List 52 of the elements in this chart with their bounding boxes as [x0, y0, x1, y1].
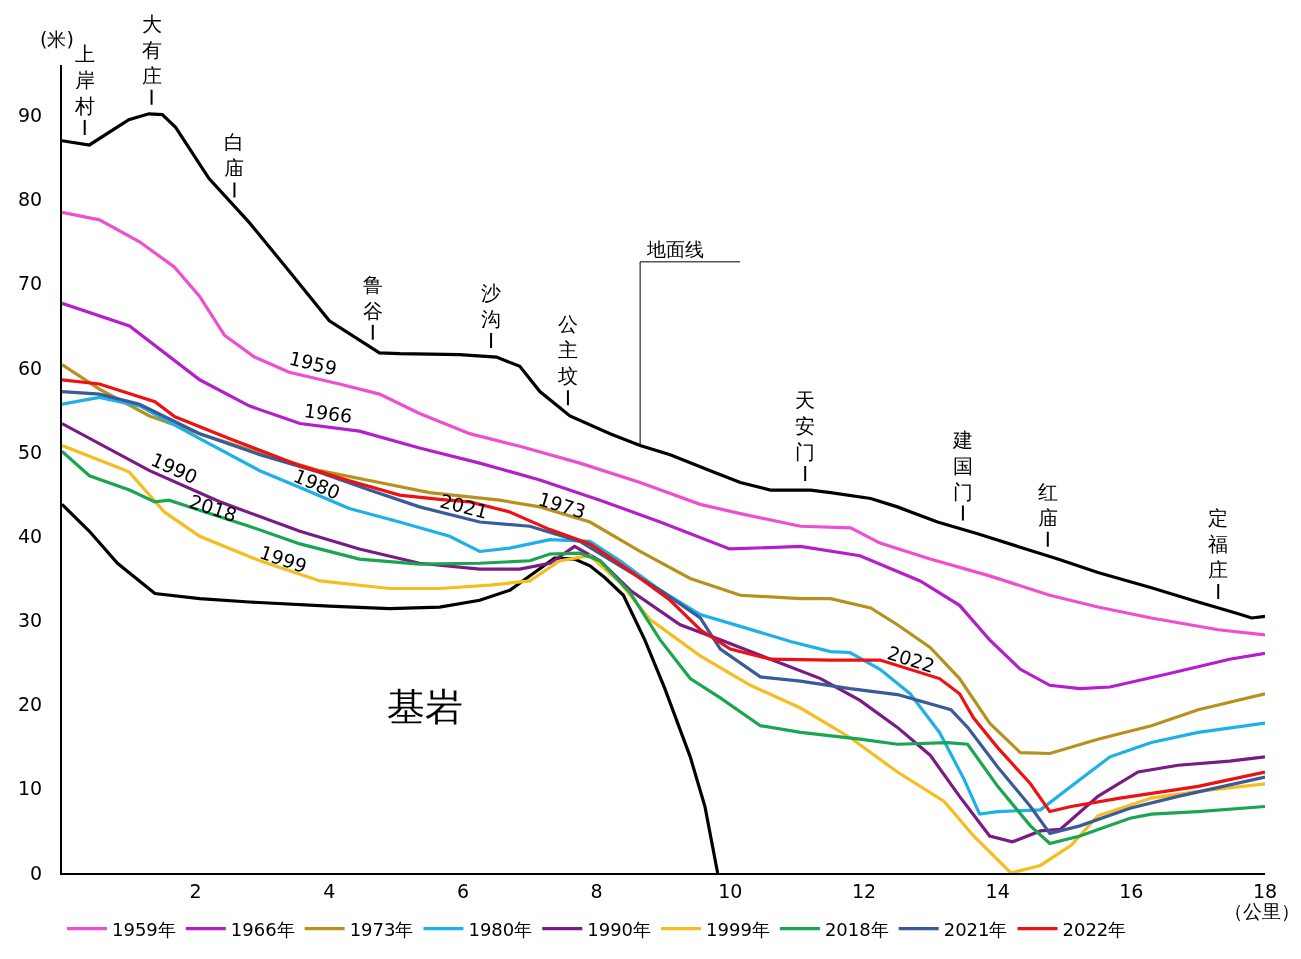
annotation: 天安门 [795, 388, 815, 464]
annotation: 建国门 [952, 428, 973, 504]
y-tick-label: 0 [30, 861, 43, 884]
y-tick-label: 80 [18, 188, 43, 211]
annotation: 上岸村 [74, 42, 95, 118]
annotation: 大有庄 [142, 12, 162, 88]
legend-label: 1999年 [706, 918, 770, 940]
line-series [62, 210, 1265, 637]
annotation: 2018 [186, 489, 240, 526]
annotation: 公主坟 [557, 312, 578, 388]
annotation: 1966 [302, 399, 354, 428]
annotation: 1990 [147, 448, 201, 489]
annotation: 红庙 [1038, 480, 1058, 530]
x-tick-label: 16 [1119, 879, 1144, 902]
legend-label: 1966年 [230, 918, 295, 940]
legend-label: 1980年 [468, 918, 533, 940]
annotation: 2021 [437, 489, 491, 523]
legend-label: 2022年 [1062, 918, 1127, 940]
annotation: 基岩 [387, 685, 463, 729]
annotation: 定福庄 [1208, 506, 1228, 582]
y-tick-label: 20 [18, 693, 43, 716]
legend-label: 1990年 [587, 918, 652, 940]
y-tick-label: 40 [18, 524, 43, 547]
y-tick-label: 50 [18, 440, 43, 463]
y-tick-label: 90 [18, 104, 43, 127]
annotation: 2022 [884, 641, 938, 677]
annotation: 1973 [535, 487, 589, 523]
annotation: 沙沟 [481, 281, 501, 331]
y-tick-label: 60 [18, 356, 43, 379]
legend-label: 1973年 [349, 918, 414, 940]
y-tick-label: 10 [18, 777, 43, 800]
annotation: 1999 [256, 540, 310, 578]
x-tick-label: 12 [851, 879, 877, 902]
x-tick-label: 2 [189, 879, 202, 902]
annotation: 地面线 [646, 238, 704, 260]
x-tick-label: 18 [1252, 879, 1278, 902]
x-tick-label: 14 [985, 879, 1010, 902]
y-tick-label: 30 [18, 609, 43, 632]
y-axis-title: (米) [40, 28, 74, 50]
annotation: 1980 [290, 464, 344, 504]
x-tick-label: 8 [590, 879, 603, 902]
legend-label: 1959年 [112, 918, 176, 940]
x-tick-label: 10 [718, 879, 743, 902]
annotation: 白庙 [224, 130, 244, 180]
annotation: 鲁谷 [363, 273, 383, 323]
annotation: 1959 [287, 346, 340, 380]
x-tick-label: 6 [456, 879, 470, 902]
y-tick-label: 70 [18, 272, 43, 295]
legend-label: 2018年 [824, 918, 889, 940]
x-axis-title: （公里） [1224, 900, 1300, 922]
legend-label: 2021年 [943, 918, 1008, 940]
x-tick-label: 4 [323, 879, 336, 902]
